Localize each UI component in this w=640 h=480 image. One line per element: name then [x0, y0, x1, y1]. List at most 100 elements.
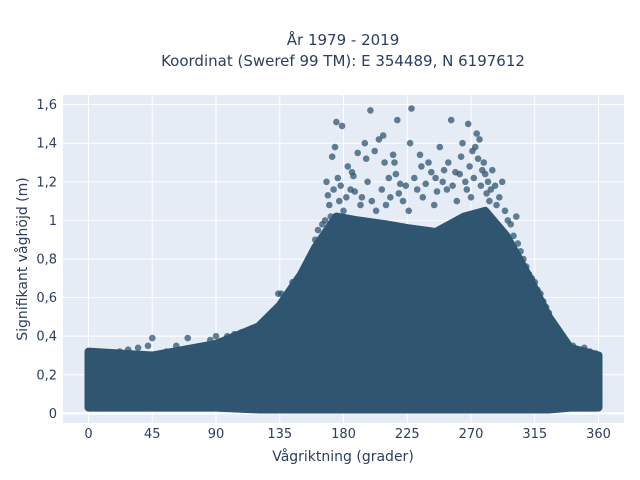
data-point	[472, 143, 479, 151]
y-tick-label: 0,4	[36, 330, 57, 345]
data-point	[248, 325, 255, 332]
data-point	[402, 182, 410, 189]
data-point	[487, 186, 495, 193]
data-point	[344, 163, 352, 170]
data-point	[483, 190, 490, 197]
data-point	[581, 344, 588, 352]
x-tick-label: 360	[586, 427, 611, 442]
data-point	[459, 139, 466, 147]
data-point	[337, 182, 345, 189]
y-tick-label: 0,8	[36, 253, 57, 268]
data-point	[309, 248, 316, 255]
data-point	[331, 143, 339, 151]
data-point	[559, 332, 567, 340]
data-point	[231, 330, 238, 338]
data-point	[484, 178, 492, 186]
x-tick-label: 270	[459, 427, 484, 442]
data-point	[491, 182, 499, 189]
data-point	[277, 290, 285, 298]
data-point	[134, 344, 142, 352]
data-point	[266, 313, 274, 321]
data-point	[422, 180, 430, 188]
data-point	[555, 329, 563, 336]
data-point	[207, 336, 214, 344]
data-point	[419, 194, 427, 201]
data-point	[389, 151, 397, 159]
data-point	[326, 201, 333, 209]
data-point	[333, 118, 340, 126]
data-point	[501, 207, 509, 215]
y-tick-label: 1,6	[36, 98, 57, 113]
y-axis-title: Signifikant våghöjd (m)	[14, 177, 31, 340]
data-point	[462, 178, 469, 186]
data-point	[124, 346, 132, 354]
data-point	[457, 153, 465, 160]
data-point	[406, 139, 414, 147]
data-point	[300, 267, 308, 274]
data-point	[439, 178, 447, 186]
data-point	[85, 348, 92, 355]
dense-point-cloud	[84, 206, 603, 414]
y-tick-label: 1	[49, 214, 57, 229]
data-point	[537, 290, 544, 298]
data-point	[552, 323, 560, 330]
data-point	[405, 207, 413, 215]
data-point	[321, 217, 329, 224]
data-point	[433, 188, 441, 195]
data-point	[430, 201, 438, 209]
data-point	[381, 159, 388, 166]
data-point	[531, 278, 539, 286]
data-point	[314, 226, 322, 234]
data-point	[548, 317, 556, 325]
data-point	[449, 182, 456, 189]
data-point	[486, 197, 493, 205]
data-point	[399, 197, 407, 205]
x-tick-label: 90	[208, 427, 225, 442]
data-point	[364, 178, 371, 186]
data-point	[391, 159, 398, 166]
data-point	[338, 122, 346, 130]
data-point	[514, 240, 522, 247]
data-point	[144, 342, 152, 350]
data-point	[357, 201, 364, 209]
x-tick-label: 315	[522, 427, 547, 442]
data-point	[510, 232, 517, 240]
data-point	[238, 329, 245, 336]
data-point	[463, 186, 471, 193]
data-point	[392, 170, 400, 178]
chart-title-line-2: Koordinat (Sweref 99 TM): E 354489, N 61…	[161, 52, 525, 70]
data-point	[195, 352, 203, 359]
data-point	[418, 163, 425, 170]
data-point	[443, 186, 451, 193]
data-point	[542, 303, 550, 311]
data-points	[84, 105, 603, 414]
data-point	[283, 298, 291, 305]
data-point	[447, 116, 455, 124]
data-point	[445, 159, 452, 166]
data-point	[481, 170, 489, 178]
y-tick-label: 1,4	[36, 137, 57, 152]
data-point	[304, 255, 312, 263]
data-point	[480, 159, 488, 166]
y-tick-label: 1,2	[36, 175, 57, 190]
y-tick-label: 0,6	[36, 291, 57, 306]
data-point	[474, 155, 482, 162]
data-point	[212, 332, 220, 340]
data-point	[432, 174, 439, 182]
x-axis-title: Vågriktning (grader)	[272, 448, 414, 465]
data-point	[258, 321, 265, 328]
data-point	[575, 346, 582, 354]
data-point	[394, 116, 401, 124]
data-point	[327, 213, 335, 220]
x-tick-label: 135	[267, 427, 292, 442]
data-point	[513, 213, 520, 220]
data-point	[586, 348, 594, 355]
data-point	[489, 166, 496, 174]
data-point	[595, 352, 602, 359]
data-point	[470, 174, 478, 182]
data-point	[184, 334, 191, 342]
data-point	[387, 194, 394, 201]
data-point	[464, 120, 472, 128]
data-point	[440, 166, 448, 174]
data-point	[311, 236, 319, 243]
